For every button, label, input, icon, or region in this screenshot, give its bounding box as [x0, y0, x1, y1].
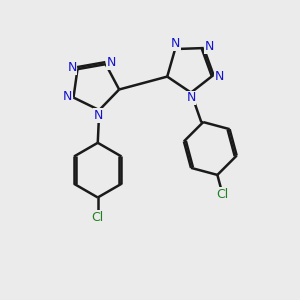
Text: Cl: Cl	[92, 211, 104, 224]
Text: N: N	[215, 70, 224, 83]
Text: N: N	[106, 56, 116, 69]
Text: N: N	[94, 109, 103, 122]
Text: N: N	[171, 37, 180, 50]
Text: N: N	[63, 90, 72, 104]
Text: N: N	[204, 40, 214, 53]
Text: N: N	[186, 92, 196, 104]
Text: N: N	[68, 61, 77, 74]
Text: Cl: Cl	[216, 188, 229, 201]
